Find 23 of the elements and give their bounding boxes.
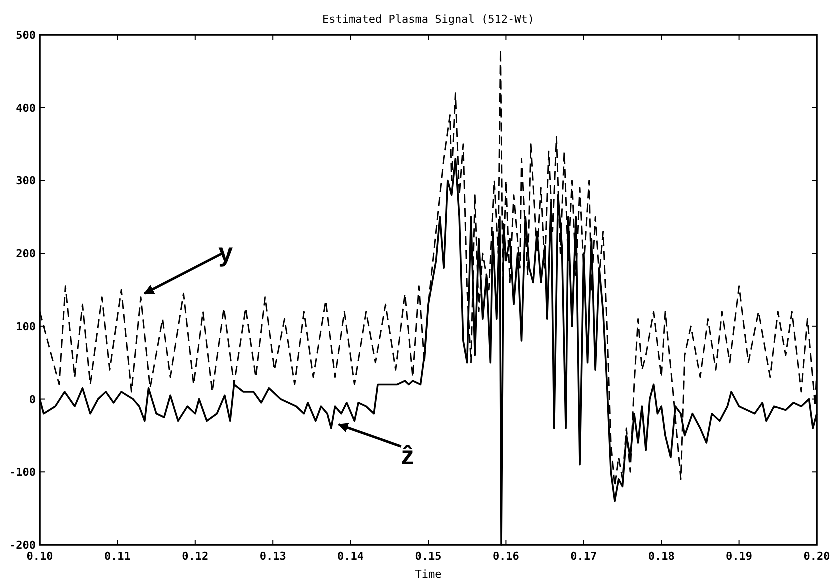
x-tick-label: 0.16 [492, 550, 520, 563]
x-tick-label: 0.17 [570, 550, 598, 563]
y-tick-label: 500 [16, 29, 36, 42]
x-tick-label: 0.10 [26, 550, 54, 563]
x-tick-label: 0.19 [726, 550, 753, 563]
y-tick-label: 100 [16, 320, 36, 334]
x-tick-label: 0.13 [260, 550, 286, 563]
x-tick-label: 0.12 [182, 550, 209, 563]
x-tick-label: 0.11 [104, 550, 132, 563]
x-axis-title: Time [415, 568, 442, 581]
y-tick-label: -200 [10, 539, 36, 552]
x-tick-label: 0.18 [648, 550, 675, 563]
series-label: ẑ [401, 440, 414, 471]
y-tick-label: 300 [16, 174, 36, 188]
chart-title: Estimated Plasma Signal (512-Wt) [322, 13, 534, 26]
y-tick-label: -100 [10, 466, 36, 480]
y-tick-label: 0 [29, 393, 36, 406]
y-tick-label: 400 [16, 102, 36, 115]
x-tick-label: 0.15 [415, 550, 442, 563]
x-tick-label: 0.20 [804, 550, 830, 563]
series-label: y [218, 238, 234, 268]
x-tick-label: 0.14 [338, 550, 364, 563]
y-tick-label: 200 [16, 248, 36, 261]
